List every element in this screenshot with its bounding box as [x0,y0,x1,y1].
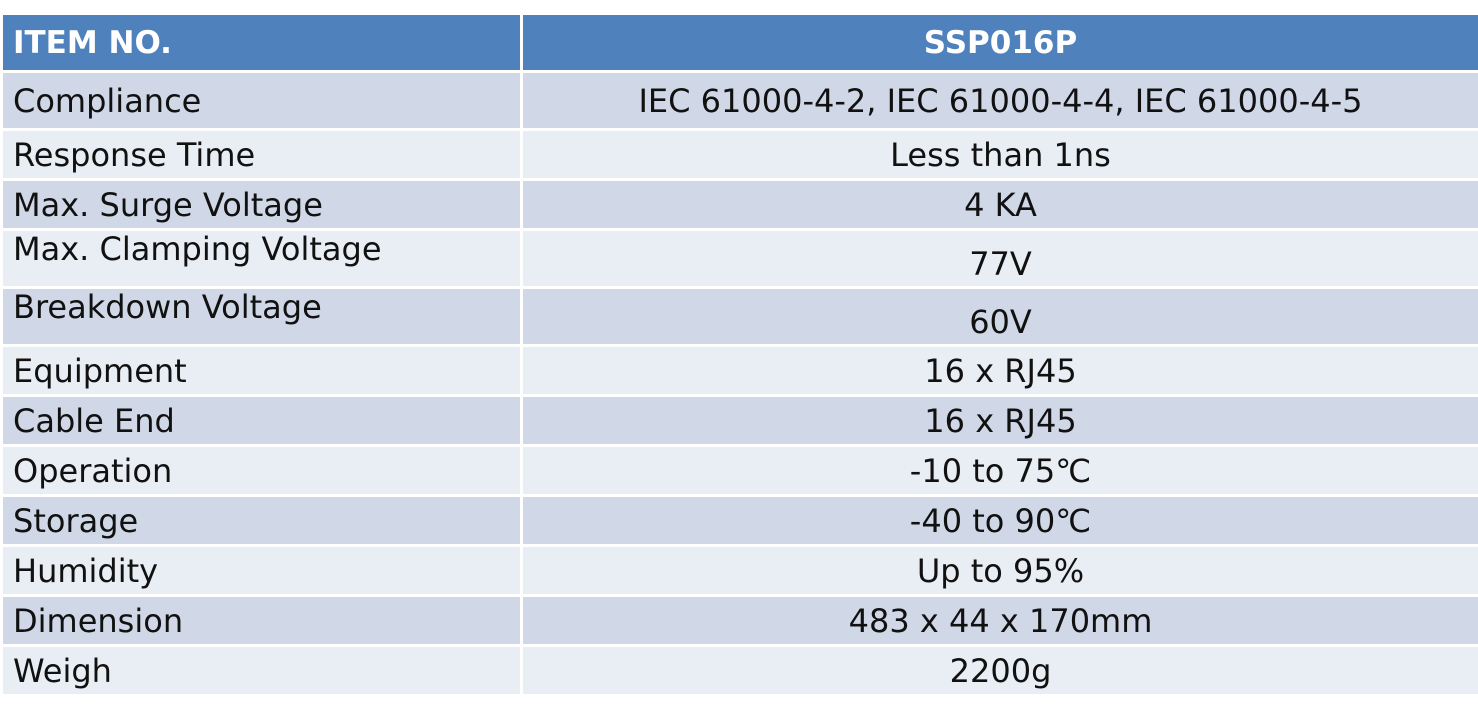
table-row: Operation -10 to 75℃ [0,444,1478,497]
header-row: ITEM NO. SSP016P [0,12,1478,73]
table-row: Response Time Less than 1ns [0,128,1478,181]
row-value-max-clamping-voltage: 77V [520,228,1478,289]
row-value-dimension: 483 x 44 x 170mm [520,594,1478,647]
table-row: Weigh 2200g [0,644,1478,697]
table-row: Max. Clamping Voltage 77V [0,228,1478,289]
row-value-equipment: 16 x RJ45 [520,344,1478,397]
row-value-max-surge-voltage: 4 KA [520,178,1478,231]
table-row: Dimension 483 x 44 x 170mm [0,594,1478,647]
row-label-cable-end: Cable End [0,394,523,447]
row-label-max-clamping-voltage: Max. Clamping Voltage [0,228,523,289]
row-value-weigh: 2200g [520,644,1478,697]
row-value-storage: -40 to 90℃ [520,494,1478,547]
row-label-operation: Operation [0,444,523,497]
row-label-max-surge-voltage: Max. Surge Voltage [0,178,523,231]
spec-table: ITEM NO. SSP016P Compliance IEC 61000-4-… [0,12,1478,697]
row-label-weigh: Weigh [0,644,523,697]
row-label-dimension: Dimension [0,594,523,647]
table-row: Max. Surge Voltage 4 KA [0,178,1478,231]
header-value: SSP016P [520,12,1478,73]
row-value-breakdown-voltage: 60V [520,286,1478,347]
table-row: Cable End 16 x RJ45 [0,394,1478,447]
row-value-cable-end: 16 x RJ45 [520,394,1478,447]
table-row: Equipment 16 x RJ45 [0,344,1478,397]
table-row: Storage -40 to 90℃ [0,494,1478,547]
row-value-response-time: Less than 1ns [520,128,1478,181]
table-row: Breakdown Voltage 60V [0,286,1478,347]
row-label-compliance: Compliance [0,70,523,131]
row-label-breakdown-voltage: Breakdown Voltage [0,286,523,347]
row-value-compliance: IEC 61000-4-2, IEC 61000-4-4, IEC 61000-… [520,70,1478,131]
row-value-operation: -10 to 75℃ [520,444,1478,497]
table-row: Humidity Up to 95% [0,544,1478,597]
header-label: ITEM NO. [0,12,523,73]
row-label-storage: Storage [0,494,523,547]
row-label-equipment: Equipment [0,344,523,397]
row-label-humidity: Humidity [0,544,523,597]
table-row: Compliance IEC 61000-4-2, IEC 61000-4-4,… [0,70,1478,131]
row-label-response-time: Response Time [0,128,523,181]
row-value-humidity: Up to 95% [520,544,1478,597]
